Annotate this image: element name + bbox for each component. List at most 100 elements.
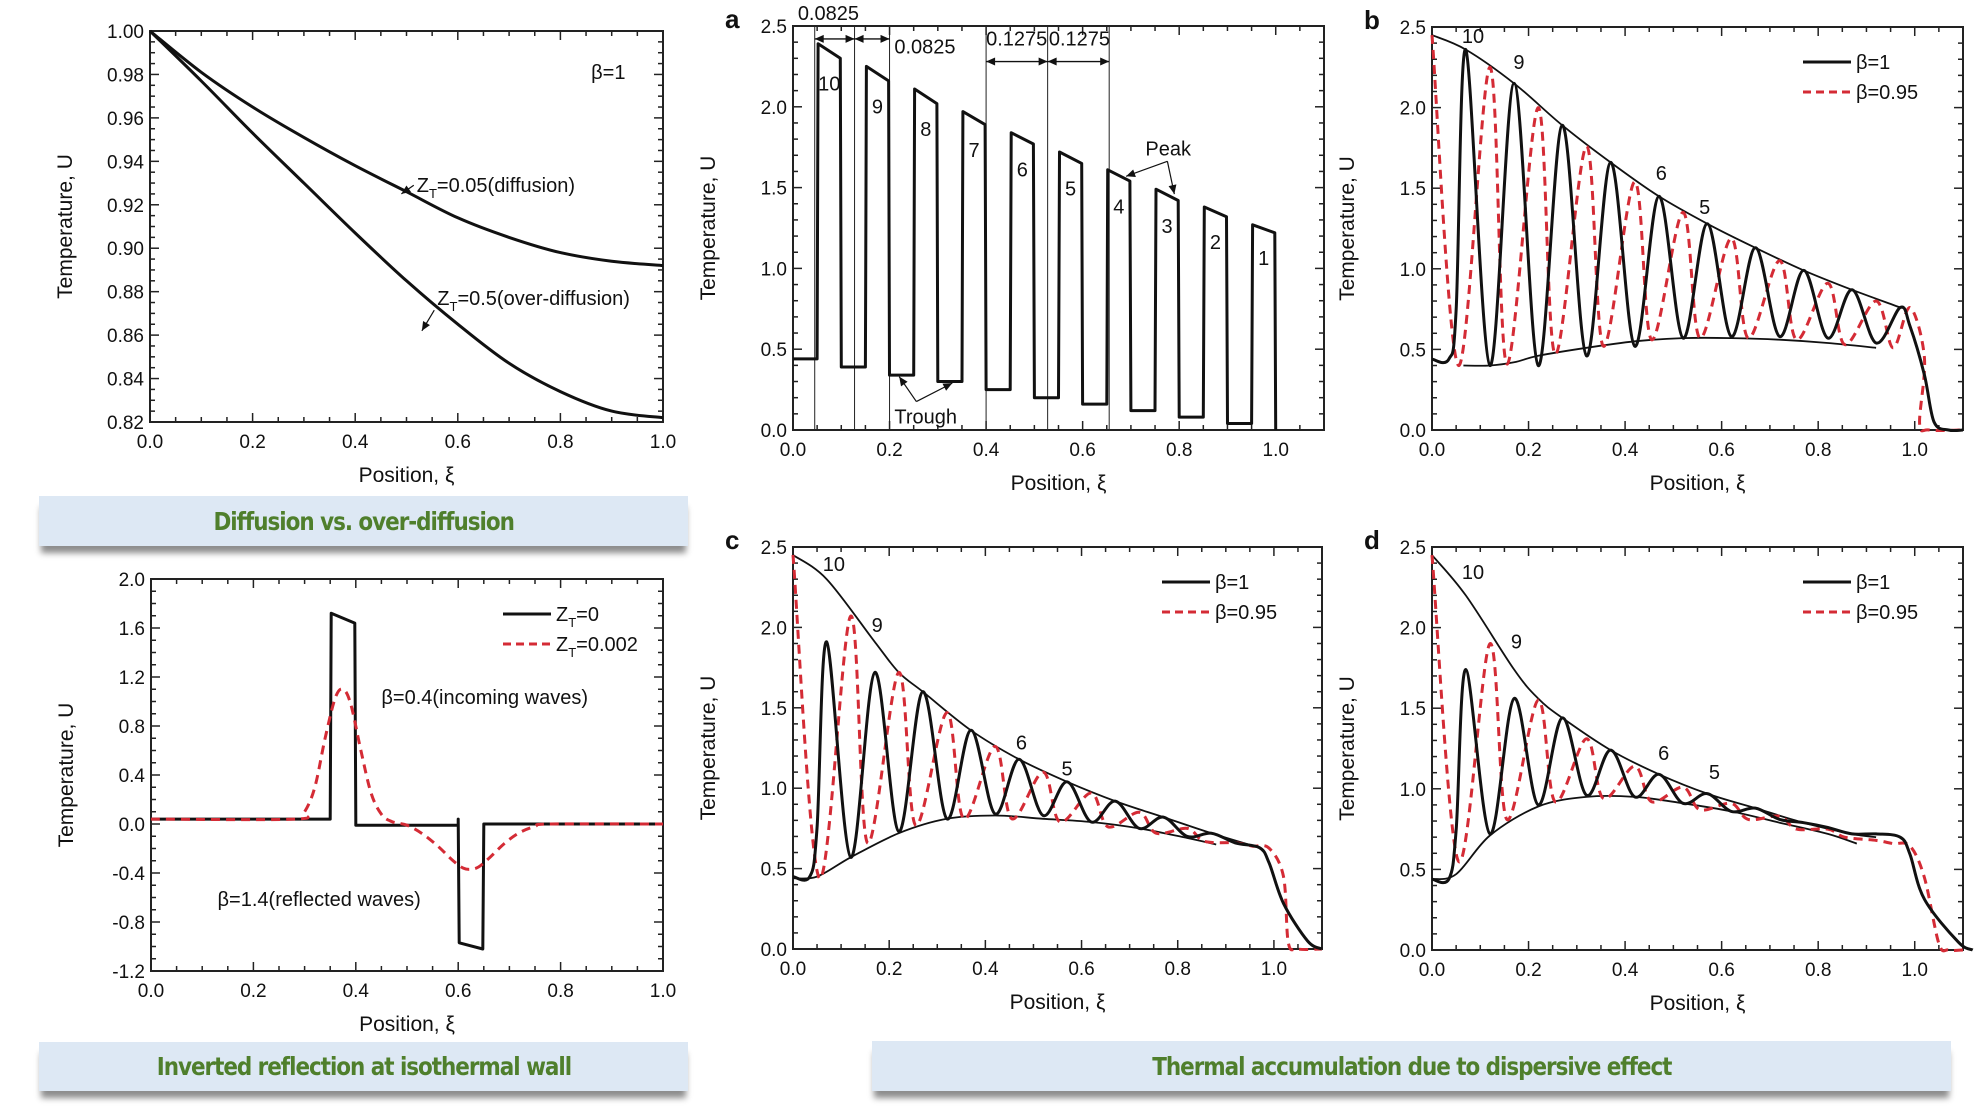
y-tick-label: 2.5 <box>1400 18 1426 39</box>
y-axis-title: Temperature, U <box>697 676 720 821</box>
chart-panel-a: 0.0 0.2 0.4 0.6 0.8 1.0 0.0 0.5 1.0 1.5 2.0 2.5 Posi… <box>697 3 1325 495</box>
x-tick-label: 0.8 <box>1166 440 1192 461</box>
y-tick-label: 0.88 <box>107 283 144 304</box>
series-line-zt0 <box>151 611 663 951</box>
x-tick-label: 0.6 <box>445 981 471 1002</box>
pulse-label: 3 <box>1162 216 1173 238</box>
y-tick-label: 0.5 <box>1400 340 1426 361</box>
pulse-train <box>793 42 1278 431</box>
legend-label-1: β=0.95 <box>1215 602 1277 624</box>
y-tick-label: 0.96 <box>107 109 144 130</box>
peak-number-label: 5 <box>1709 762 1720 784</box>
y-tick-label: 0.84 <box>107 370 144 391</box>
y-tick-label: 1.2 <box>119 668 145 689</box>
legend: β=1 β=0.95 <box>1803 52 1918 104</box>
y-tick-label: 1.00 <box>107 22 144 43</box>
y-tick-label: 0.4 <box>119 766 146 787</box>
x-tick-label: 0.0 <box>780 440 806 461</box>
x-tick-label: 0.0 <box>1419 960 1445 981</box>
arrow-head <box>942 383 953 391</box>
series-line-beta095 <box>1430 554 1964 953</box>
spacing-label: 0.1275 <box>1049 28 1110 50</box>
x-tick-label: 0.8 <box>1805 960 1831 981</box>
x-tick-label: 0.8 <box>1165 959 1191 980</box>
chart-panel-d: 0.0 0.2 0.4 0.6 0.8 1.0 0.0 0.5 1.0 1.5 2.0 2.5 Posi… <box>1336 525 1974 1015</box>
arrow-head <box>1047 57 1057 66</box>
peak-number-label: 6 <box>1016 733 1027 755</box>
chart-diffusion: 0.0 0.2 0.4 0.6 0.8 1.0 0.82 0.84 0.86 0.88 0.90 0.… <box>54 22 676 487</box>
y-tick-label: 0.98 <box>107 65 144 86</box>
x-tick-label: 0.4 <box>1612 440 1639 461</box>
x-tick-label: 0.2 <box>876 440 902 461</box>
pulse-label: 4 <box>1113 196 1124 218</box>
y-axis-title: Temperature, U <box>1336 676 1359 821</box>
x-axis-title: Position, ξ <box>359 1013 455 1036</box>
caption-diffusion-text: Diffusion vs. over-diffusion <box>213 506 514 536</box>
series-line-0 <box>149 29 664 268</box>
legend: β=1 β=0.95 <box>1803 572 1918 624</box>
trough-label: Trough <box>894 407 957 429</box>
x-tick-label: 0.8 <box>547 432 573 453</box>
y-tick-label: 2.0 <box>1400 619 1426 640</box>
peak-number-label: 10 <box>1462 26 1484 48</box>
x-tick-label: 1.0 <box>1902 440 1928 461</box>
legend-label-0: β=1 <box>1215 572 1249 594</box>
peak-label: Peak <box>1145 138 1192 160</box>
x-tick-label: 0.2 <box>240 981 266 1002</box>
arrow-head <box>1100 57 1110 66</box>
panel-letter: b <box>1364 5 1380 35</box>
x-tick-label: 0.4 <box>973 440 1000 461</box>
arrow-head <box>401 185 412 194</box>
series-line-1 <box>148 29 664 420</box>
legend-label-1: β=0.95 <box>1856 602 1918 624</box>
y-tick-label: 0.0 <box>761 940 787 961</box>
y-tick-label: 1.0 <box>1400 780 1426 801</box>
x-tick-label: 0.8 <box>1805 440 1831 461</box>
y-tick-label: 0.0 <box>119 815 145 836</box>
y-axis-title: Temperature, U <box>697 156 720 301</box>
legend: β=1 β=0.95 <box>1162 572 1277 624</box>
x-axis-title: Position, ξ <box>1650 992 1746 1015</box>
y-tick-label: 1.5 <box>1400 699 1426 720</box>
x-tick-label: 0.4 <box>1612 960 1639 981</box>
y-tick-label: 2.0 <box>1400 99 1426 120</box>
y-tick-label: 0.5 <box>1400 860 1426 881</box>
x-tick-label: 1.0 <box>1261 959 1287 980</box>
wave-label-0: β=0.4(incoming waves) <box>381 687 588 709</box>
arrow-head <box>1038 57 1048 66</box>
x-tick-label: 0.6 <box>1708 440 1734 461</box>
y-tick-label: 0.90 <box>107 239 144 260</box>
spacing-label: 0.1275 <box>986 28 1047 50</box>
y-tick-label: 0.82 <box>107 413 144 434</box>
caption-reflection-text: Inverted reflection at isothermal wall <box>156 1052 571 1081</box>
lower-envelope <box>1463 336 1877 367</box>
pulse-label: 7 <box>968 140 979 162</box>
x-tick-label: 0.0 <box>138 981 164 1002</box>
series-line-zt0002 <box>150 687 664 871</box>
peak-number-label: 6 <box>1658 743 1669 765</box>
x-axis-title: Position, ξ <box>1011 472 1107 495</box>
peak-number-label: 10 <box>823 554 845 576</box>
arrow-head <box>814 34 824 43</box>
x-tick-label: 0.4 <box>342 432 369 453</box>
y-tick-label: 1.5 <box>1400 179 1426 200</box>
x-tick-label: 0.2 <box>239 432 265 453</box>
curve-label-1: ZT=0.05(diffusion) <box>417 175 575 201</box>
y-tick-label: 0.94 <box>107 152 144 173</box>
peak-number-label: 9 <box>872 615 883 637</box>
y-tick-label: 2.0 <box>761 98 787 119</box>
legend-label-0: β=1 <box>1856 572 1890 594</box>
panel-letter: d <box>1364 525 1380 555</box>
series-line-beta1 <box>792 640 1323 951</box>
peak-number-label: 9 <box>1513 52 1524 74</box>
chart-panel-c: 0.0 0.2 0.4 0.6 0.8 1.0 0.0 0.5 1.0 1.5 2.0 2.5 Posi… <box>697 525 1323 1014</box>
x-tick-label: 0.6 <box>1069 440 1095 461</box>
y-tick-label: 1.0 <box>1400 260 1426 281</box>
panel-letter: c <box>725 525 739 555</box>
spacing-label: 0.0825 <box>798 3 859 25</box>
arrow-head <box>1126 169 1136 177</box>
series-line-beta1 <box>1431 667 1974 952</box>
arrow-head <box>854 34 864 43</box>
y-tick-label: 0.0 <box>761 421 787 442</box>
